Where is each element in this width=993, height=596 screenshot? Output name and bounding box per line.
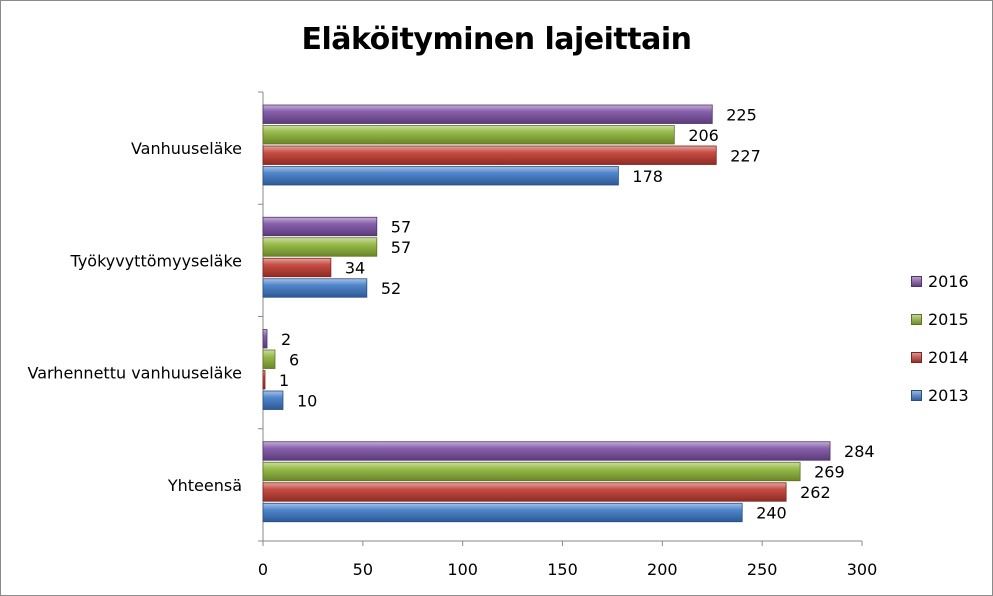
data-label: 225: [726, 105, 757, 124]
data-label: 262: [800, 483, 831, 502]
legend-swatch: [911, 389, 922, 401]
legend-swatch: [911, 275, 922, 287]
legend-swatch: [911, 313, 922, 325]
x-tick-label: 150: [547, 560, 578, 579]
legend-label: 2014: [928, 347, 969, 367]
legend-label: 2013: [928, 385, 969, 405]
data-label: 10: [297, 391, 317, 410]
bar: [262, 216, 378, 237]
category-label: Työkyvyttömyyseläke: [70, 251, 242, 270]
x-tick-label: 100: [447, 560, 478, 579]
category-label: Vanhuuseläke: [131, 139, 242, 158]
data-label: 284: [844, 442, 875, 461]
x-tick-label: 200: [647, 560, 678, 579]
chart-title: Eläköityminen lajeittain: [301, 22, 692, 57]
bar: [262, 237, 378, 257]
bar: [262, 166, 619, 186]
legend: 2016 2015 2014 2013: [911, 262, 986, 414]
bar: [262, 441, 831, 461]
data-label: 52: [381, 279, 401, 298]
bar: [262, 349, 276, 369]
data-label: 6: [289, 350, 299, 369]
legend-item: 2013: [911, 376, 986, 414]
data-label: 34: [345, 259, 365, 278]
x-tick-label: 250: [747, 560, 778, 579]
legend-item: 2014: [911, 338, 986, 376]
category-label: Yhteensä: [167, 476, 242, 495]
data-label: 1: [279, 371, 289, 390]
legend-label: 2016: [928, 271, 969, 291]
bar: [262, 278, 368, 298]
x-tick-label: 0: [258, 560, 268, 579]
legend-item: 2016: [911, 262, 986, 300]
category-label: Varhennettu vanhuuseläke: [28, 364, 243, 383]
x-tick-label: 300: [847, 560, 878, 579]
data-label: 240: [756, 504, 787, 523]
bar: [262, 482, 787, 502]
data-label: 227: [730, 146, 761, 165]
bar: [262, 257, 332, 278]
data-label: 57: [391, 238, 411, 257]
legend-item: 2015: [911, 300, 986, 338]
legend-label: 2015: [928, 309, 969, 329]
bar: [262, 370, 266, 390]
legend-swatch: [911, 351, 922, 363]
data-label: 206: [688, 126, 719, 145]
x-tick-label: 50: [353, 560, 373, 579]
bar: [262, 125, 675, 145]
bar: [262, 502, 743, 523]
data-label: 178: [632, 167, 663, 186]
bar: [262, 461, 801, 482]
data-label: 269: [814, 463, 845, 482]
bar: [262, 104, 713, 124]
bar: [262, 390, 284, 410]
bar: [262, 329, 268, 349]
bar: [262, 145, 717, 165]
data-label: 2: [281, 330, 291, 349]
data-label: 57: [391, 218, 411, 237]
